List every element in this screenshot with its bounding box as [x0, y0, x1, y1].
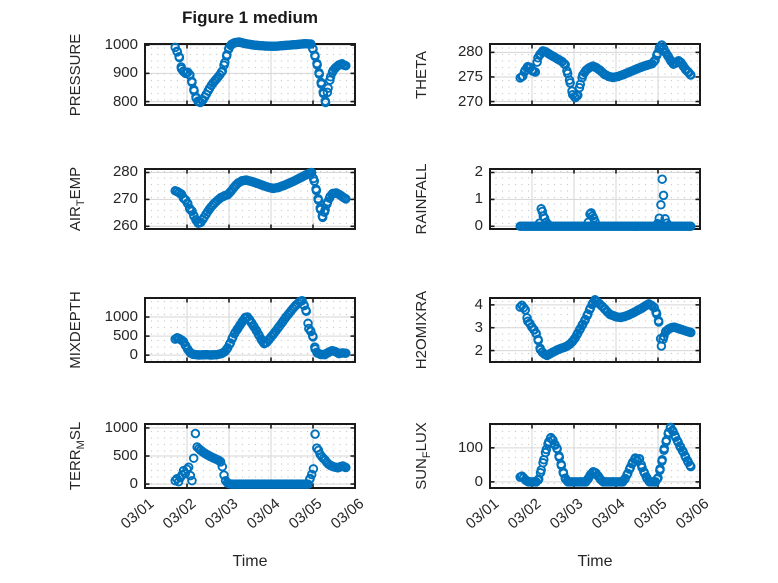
y-tick-label: 800 [112, 92, 138, 110]
y-axis-label-terrmsl: TERRMSL [67, 421, 87, 491]
y-tick-label: 1000 [104, 308, 138, 326]
data-points [515, 40, 696, 103]
plot-frame [144, 297, 356, 363]
y-tick-label: 280 [112, 163, 138, 181]
y-tick-label: 3 [474, 318, 483, 336]
subplot-theta [489, 40, 701, 106]
y-tick-label: 270 [457, 92, 483, 110]
y-tick-label: 500 [112, 327, 138, 345]
y-tick-label: 270 [112, 190, 138, 208]
y-tick-label: 275 [457, 67, 483, 85]
y-tick-label: 0 [129, 475, 138, 493]
subplot-terrmsl [144, 423, 356, 489]
subplot-pressure [144, 37, 356, 108]
data-points [515, 295, 696, 361]
y-tick-label: 280 [457, 43, 483, 61]
y-tick-label: 1 [474, 190, 483, 208]
y-tick-label: 900 [112, 64, 138, 82]
x-axis-label-left: Time [232, 553, 268, 570]
data-points [515, 174, 696, 232]
data-points [170, 37, 351, 108]
y-tick-label: 0 [474, 217, 483, 235]
y-tick-label: 0 [474, 472, 483, 490]
y-tick-label: 1000 [104, 36, 138, 54]
subplot-h2omixra [489, 295, 701, 363]
plot-frame [489, 43, 701, 106]
subplot-rainfall [489, 168, 701, 232]
y-tick-label: 1000 [104, 418, 138, 436]
y-tick-label: 2 [474, 341, 483, 359]
data-points [515, 422, 696, 487]
figure-title: Figure 1 medium [181, 8, 319, 27]
subplot-airtemp [144, 167, 356, 230]
y-tick-label: 100 [457, 438, 483, 456]
y-tick-label: 500 [112, 447, 138, 464]
subplot-sunflux [489, 422, 701, 489]
y-tick-label: 0 [129, 346, 138, 364]
y-tick-label: 2 [474, 163, 483, 181]
data-points [170, 167, 351, 229]
plot-frame [144, 168, 356, 230]
plot-frame [489, 423, 701, 489]
y-tick-label: 4 [474, 295, 483, 313]
subplot-mixdepth [144, 295, 356, 363]
y-axis-label-sunflux: SUNFLUX [413, 422, 433, 490]
major-gridlines [145, 298, 355, 362]
x-axis-label-right: Time [577, 553, 613, 570]
y-tick-label: 260 [112, 217, 138, 235]
data-points [170, 428, 351, 489]
data-points [170, 295, 351, 360]
